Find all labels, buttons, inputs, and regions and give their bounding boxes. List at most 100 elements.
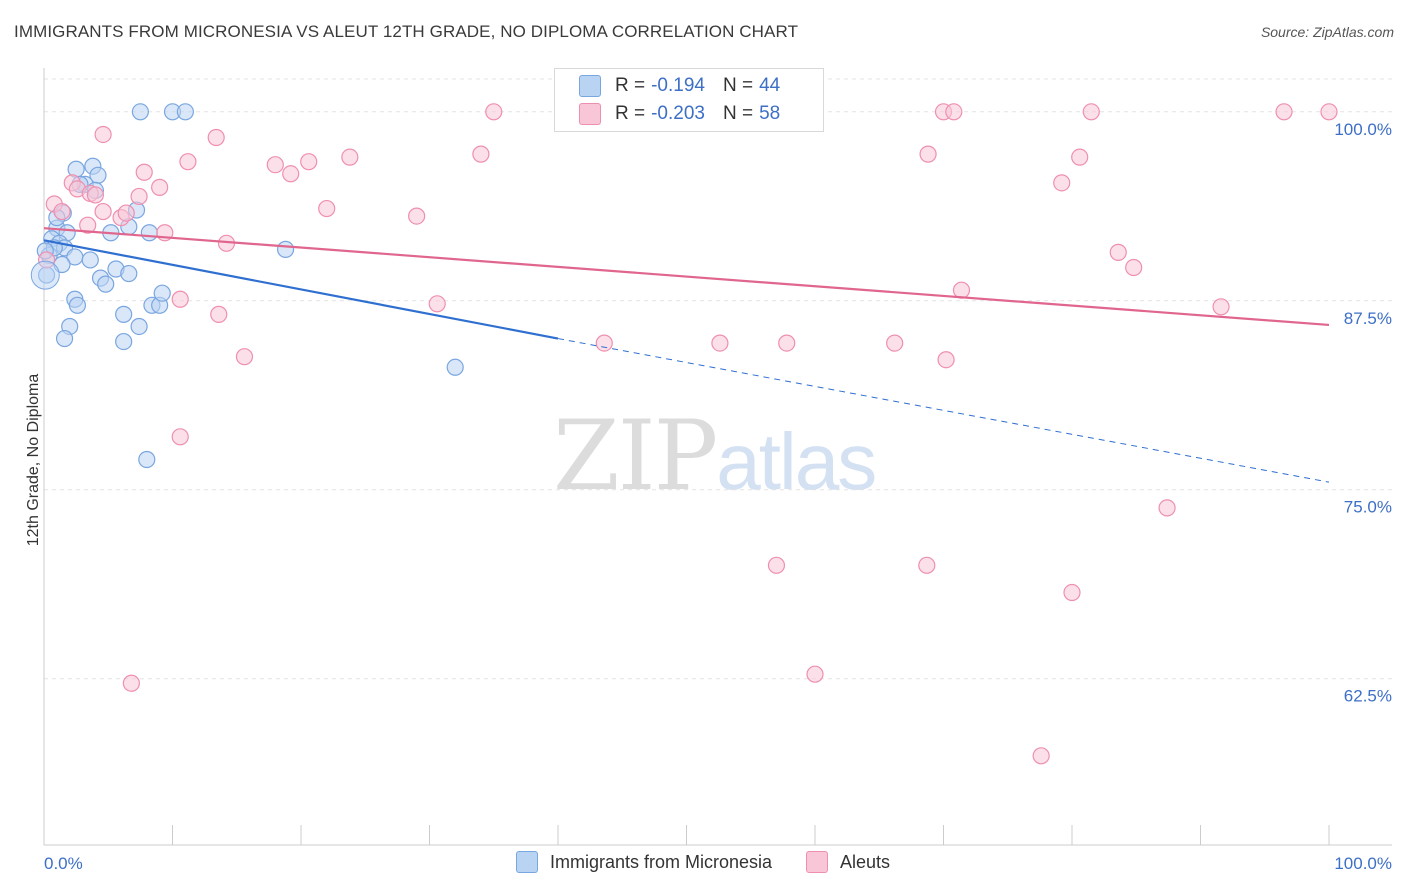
aleut-point: [171, 428, 189, 446]
aleut-point: [122, 674, 140, 692]
aleut-point: [318, 199, 336, 218]
legend-n-label: N =: [722, 103, 754, 124]
legend-item-micronesia[interactable]: Immigrants from Micronesia: [515, 851, 772, 873]
micronesia-point: [276, 240, 295, 258]
aleut-point: [408, 207, 426, 225]
aleut-point: [94, 125, 112, 144]
aleut-point: [135, 163, 153, 181]
aleut-point: [1275, 103, 1293, 121]
aleut-point: [919, 145, 937, 163]
tick-labels: 100.0% 87.5% 75.0% 62.5% 0.0% 100.0% 12th Grad…: [25, 120, 1392, 873]
legend-label-micronesia: Immigrants from Micronesia: [549, 851, 772, 872]
aleut-point: [266, 156, 284, 174]
aleut-point: [1071, 148, 1089, 166]
watermark-zip: ZIP: [553, 400, 718, 512]
micronesia-point: [115, 305, 133, 323]
aleut-point: [918, 556, 936, 574]
aleut-point: [282, 165, 300, 183]
micronesia-point: [131, 103, 149, 121]
legend-r-value: -0.203: [651, 103, 705, 124]
aleut-point: [595, 334, 613, 352]
legend-label-aleut: Aleuts: [840, 851, 891, 872]
aleut-point: [1032, 747, 1050, 765]
data-points: [30, 103, 1338, 765]
aleut-point: [937, 351, 955, 369]
micronesia-point: [138, 450, 156, 469]
legend-row-aleut: R = -0.203 N = 58: [579, 101, 780, 127]
aleut-point: [485, 103, 503, 121]
legend-swatch-aleut: [579, 103, 601, 125]
watermark-atlas: atlas: [716, 417, 877, 506]
aleut-point: [341, 148, 359, 166]
aleut-point: [1082, 103, 1100, 121]
stats-legend: R = -0.194 N = 44 R = -0.203 N = 58: [554, 68, 824, 132]
micronesia-point: [446, 358, 464, 376]
micronesia-point: [130, 317, 148, 336]
aleut-point: [300, 153, 318, 171]
aleut-point: [207, 128, 225, 147]
trend-lines: [43, 227, 1330, 483]
aleut-point: [1109, 243, 1127, 261]
y-tick-label: 62.5%: [1344, 687, 1392, 706]
micronesia-point: [30, 260, 60, 290]
micronesia-point: [55, 329, 74, 348]
micronesia-point: [115, 332, 133, 351]
grid-lines: [44, 78, 1392, 680]
legend-n-value: 58: [759, 103, 781, 124]
aleut-point: [1063, 583, 1081, 602]
aleut-point: [117, 204, 135, 222]
aleut-point: [79, 216, 97, 234]
legend-r-value: -0.194: [651, 75, 705, 96]
aleut-point: [472, 145, 490, 163]
legend-r-label: R =: [615, 103, 646, 124]
aleut-point: [94, 202, 112, 221]
micronesia-point: [97, 275, 115, 293]
micronesia-point: [176, 103, 194, 121]
aleut-point: [235, 348, 254, 366]
source-label: Source: ZipAtlas.com: [1260, 24, 1394, 40]
y-tick-label: 87.5%: [1344, 309, 1392, 328]
axes: [43, 68, 1392, 846]
series-legend: Immigrants from Micronesia Aleuts: [0, 851, 1406, 873]
aleut-point: [806, 665, 824, 683]
aleut-point: [86, 186, 105, 204]
aleut-point: [210, 305, 228, 323]
legend-swatch-aleut: [806, 851, 828, 873]
watermark: ZIPatlas: [553, 400, 877, 512]
micronesia-trend-line: [43, 239, 559, 340]
y-axis-label: 12th Grade, No Diploma: [25, 374, 42, 547]
y-tick-label: 75.0%: [1344, 498, 1392, 517]
micronesia-point: [140, 224, 158, 242]
aleut-point: [1053, 174, 1071, 192]
aleut-point: [151, 178, 169, 196]
aleut-point: [171, 290, 189, 308]
aleut-point: [1158, 499, 1176, 517]
micronesia-trend-extension: [557, 338, 1330, 483]
aleut-point: [767, 556, 786, 574]
aleut-point: [886, 334, 904, 352]
micronesia-point: [153, 284, 171, 302]
aleut-point: [179, 153, 197, 171]
aleut-point: [711, 334, 729, 352]
aleut-point: [53, 202, 71, 221]
aleut-point: [428, 295, 446, 313]
legend-swatch-micronesia: [515, 851, 538, 873]
micronesia-point: [120, 264, 138, 283]
micronesia-point: [68, 296, 87, 314]
legend-swatch-micronesia: [579, 75, 601, 97]
x-tick-label: 100.0%: [1334, 854, 1392, 873]
aleut-point: [1212, 298, 1230, 316]
micronesia-point: [81, 251, 99, 269]
x-tick-label: 0.0%: [44, 854, 83, 873]
aleut-trend-line: [43, 227, 1330, 327]
legend-row-micronesia: R = -0.194 N = 44: [579, 73, 780, 99]
legend-item-aleut[interactable]: Aleuts: [806, 851, 890, 873]
aleut-point: [1125, 258, 1143, 277]
aleut-point: [778, 334, 796, 352]
aleut-point: [1320, 103, 1338, 121]
aleut-point: [945, 103, 963, 121]
legend-r-label: R =: [615, 75, 646, 96]
legend-n-label: N =: [722, 75, 754, 96]
aleut-point: [130, 187, 148, 206]
